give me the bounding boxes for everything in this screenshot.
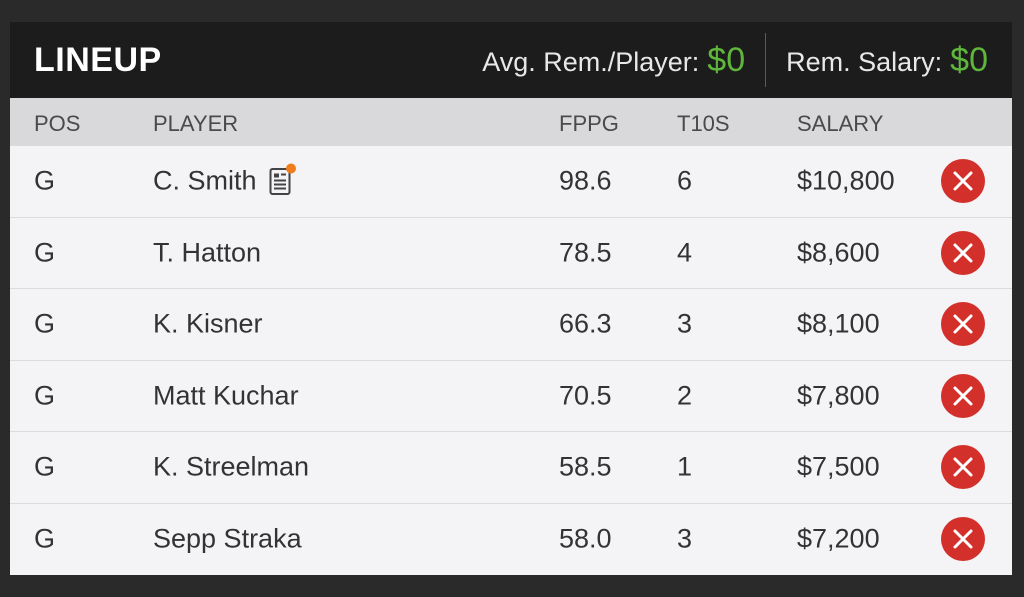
player-fppg: 66.3 bbox=[559, 308, 612, 339]
player-salary: $10,800 bbox=[797, 165, 895, 196]
player-fppg: 98.6 bbox=[559, 165, 612, 196]
column-header-row: POS PLAYER FPPG T10S SALARY bbox=[10, 98, 1012, 146]
remove-player-button[interactable] bbox=[941, 373, 985, 418]
remove-player-button[interactable] bbox=[941, 230, 985, 275]
remove-player-button[interactable] bbox=[941, 302, 985, 347]
table-row[interactable]: G Matt Kuchar 70.5 2 $7,800 bbox=[10, 361, 1012, 432]
player-t10s: 4 bbox=[677, 237, 693, 268]
player-fppg: 58.5 bbox=[559, 451, 612, 482]
player-position: G bbox=[34, 451, 56, 482]
player-cell[interactable]: K. Kisner bbox=[153, 309, 263, 340]
player-salary: $7,800 bbox=[797, 380, 880, 411]
player-cell[interactable]: Matt Kuchar bbox=[153, 380, 299, 411]
player-news-icon[interactable] bbox=[269, 163, 296, 195]
player-t10s: 3 bbox=[677, 523, 693, 554]
player-salary: $7,500 bbox=[797, 451, 880, 482]
column-header-t10s[interactable]: T10S bbox=[677, 111, 730, 136]
remaining-salary-stat: Rem. Salary: $0 bbox=[786, 41, 988, 80]
player-name[interactable]: K. Kisner bbox=[153, 308, 263, 339]
remove-player-button[interactable] bbox=[941, 159, 985, 204]
player-t10s: 3 bbox=[677, 308, 693, 339]
remaining-salary-value: $0 bbox=[950, 40, 988, 79]
player-salary: $8,100 bbox=[797, 308, 880, 339]
remove-player-icon[interactable] bbox=[941, 302, 985, 347]
table-row[interactable]: G K. Streelman 58.5 1 $7,500 bbox=[10, 432, 1012, 504]
player-name[interactable]: Matt Kuchar bbox=[153, 380, 299, 411]
player-position: G bbox=[34, 380, 56, 411]
player-position: G bbox=[34, 308, 56, 339]
lineup-panel: LINEUP Avg. Rem./Player: $0 Rem. Salary:… bbox=[10, 22, 1012, 575]
remove-player-button[interactable] bbox=[941, 517, 985, 562]
lineup-rows: G C. Smith 98.6 6 $10,800 G T. Hatton 78.5 4 $8,6… bbox=[10, 146, 1012, 575]
avg-remaining-value: $0 bbox=[707, 40, 746, 79]
player-cell[interactable]: C. Smith bbox=[153, 163, 296, 197]
player-cell[interactable]: T. Hatton bbox=[153, 237, 261, 268]
table-row[interactable]: G K. Kisner 66.3 3 $8,100 bbox=[10, 289, 1012, 361]
player-name[interactable]: C. Smith bbox=[153, 165, 257, 196]
table-row[interactable]: G C. Smith 98.6 6 $10,800 bbox=[10, 146, 1012, 218]
remove-player-icon[interactable] bbox=[941, 445, 985, 490]
player-t10s: 1 bbox=[677, 451, 693, 482]
player-salary: $7,200 bbox=[797, 523, 880, 554]
player-position: G bbox=[34, 523, 56, 554]
player-t10s: 2 bbox=[677, 380, 693, 411]
column-header-pos[interactable]: POS bbox=[34, 111, 81, 136]
player-position: G bbox=[34, 237, 56, 268]
column-header-player[interactable]: PLAYER bbox=[153, 111, 239, 136]
lineup-title: LINEUP bbox=[34, 40, 162, 79]
remove-player-button[interactable] bbox=[941, 445, 985, 490]
player-cell[interactable]: Sepp Straka bbox=[153, 524, 302, 555]
avg-remaining-label: Avg. Rem./Player: bbox=[482, 46, 700, 77]
column-header-fppg[interactable]: FPPG bbox=[559, 111, 619, 136]
lineup-header: LINEUP Avg. Rem./Player: $0 Rem. Salary:… bbox=[10, 22, 1012, 98]
remove-player-icon[interactable] bbox=[941, 159, 985, 204]
avg-remaining-stat: Avg. Rem./Player: $0 bbox=[482, 41, 745, 80]
remaining-salary-label: Rem. Salary: bbox=[786, 46, 943, 77]
remove-player-icon[interactable] bbox=[941, 373, 985, 418]
player-salary: $8,600 bbox=[797, 237, 880, 268]
header-divider bbox=[765, 33, 767, 87]
column-header-salary[interactable]: SALARY bbox=[797, 111, 884, 136]
player-t10s: 6 bbox=[677, 165, 693, 196]
table-row[interactable]: G Sepp Straka 58.0 3 $7,200 bbox=[10, 504, 1012, 576]
player-fppg: 70.5 bbox=[559, 380, 612, 411]
news-alert-dot bbox=[285, 163, 296, 174]
player-fppg: 78.5 bbox=[559, 237, 612, 268]
remove-player-icon[interactable] bbox=[941, 517, 985, 562]
player-fppg: 58.0 bbox=[559, 523, 612, 554]
player-name[interactable]: T. Hatton bbox=[153, 237, 262, 268]
player-position: G bbox=[34, 165, 56, 196]
salary-summary: Avg. Rem./Player: $0 Rem. Salary: $0 bbox=[482, 22, 988, 98]
table-row[interactable]: G T. Hatton 78.5 4 $8,600 bbox=[10, 218, 1012, 289]
player-name[interactable]: Sepp Straka bbox=[153, 523, 302, 554]
player-name[interactable]: K. Streelman bbox=[153, 451, 310, 482]
player-cell[interactable]: K. Streelman bbox=[153, 452, 309, 483]
remove-player-icon[interactable] bbox=[941, 230, 985, 275]
